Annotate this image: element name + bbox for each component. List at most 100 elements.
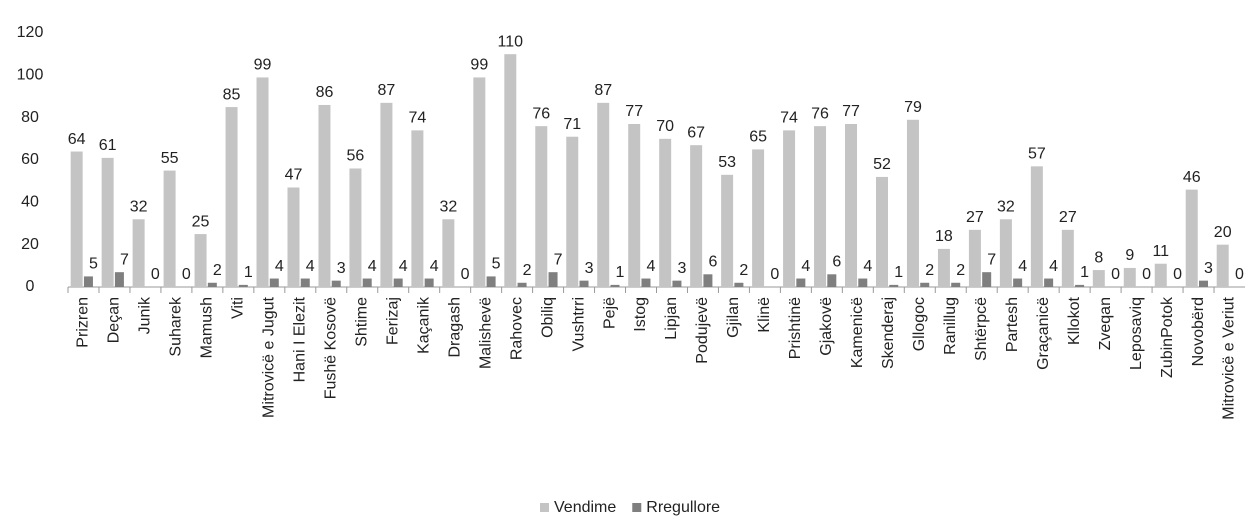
- bar: [875, 176, 888, 287]
- data-label: 67: [687, 124, 705, 141]
- bar: [287, 187, 300, 287]
- bar: [579, 280, 589, 287]
- data-label: 79: [904, 99, 922, 116]
- bar: [225, 107, 238, 287]
- bar: [1154, 263, 1167, 287]
- data-label: 0: [1173, 266, 1182, 283]
- x-tick-label: Kllokot: [1066, 296, 1083, 345]
- data-label: 2: [213, 262, 222, 279]
- bar: [194, 234, 207, 287]
- legend-label: Vendime: [554, 499, 616, 516]
- data-label: 4: [399, 258, 408, 275]
- bar: [1216, 244, 1229, 287]
- x-tick-label: Ranillug: [942, 297, 959, 355]
- data-label: 61: [99, 137, 117, 154]
- bar: [504, 54, 517, 287]
- bar: [256, 77, 269, 287]
- data-label: 9: [1125, 247, 1134, 264]
- y-tick-label: 20: [21, 236, 39, 253]
- bar: [1198, 280, 1208, 287]
- bar: [1013, 278, 1023, 287]
- bar: [331, 280, 341, 287]
- x-tick-label: Graçanicë: [1035, 297, 1052, 370]
- data-label: 3: [585, 260, 594, 277]
- bar: [796, 278, 806, 287]
- bar: [752, 149, 765, 287]
- data-label: 5: [492, 256, 501, 273]
- bar: [473, 77, 486, 287]
- x-tick-label: Istog: [632, 297, 649, 332]
- data-label: 86: [316, 84, 334, 101]
- bar: [548, 272, 558, 287]
- data-label: 47: [285, 167, 303, 184]
- x-tick-label: ZubinPotok: [1159, 296, 1176, 378]
- bar: [380, 102, 393, 287]
- data-label: 0: [1111, 266, 1120, 283]
- bar: [999, 219, 1012, 287]
- data-label: 0: [770, 266, 779, 283]
- bar: [349, 168, 362, 287]
- data-label: 18: [935, 228, 953, 245]
- data-label: 2: [956, 262, 965, 279]
- bar: [442, 219, 455, 287]
- bar: [659, 138, 672, 287]
- data-label: 2: [925, 262, 934, 279]
- data-label: 3: [1204, 260, 1213, 277]
- bar: [597, 102, 610, 287]
- data-label: 4: [647, 258, 656, 275]
- data-label: 87: [378, 82, 396, 99]
- bar: [1061, 229, 1074, 287]
- x-tick-label: Gjakovë: [818, 297, 835, 356]
- bar: [1185, 189, 1198, 287]
- y-tick-label: 120: [17, 24, 44, 41]
- bar: [300, 278, 310, 287]
- data-label: 56: [347, 148, 365, 165]
- y-tick-label: 60: [21, 151, 39, 168]
- y-tick-label: 100: [17, 67, 44, 84]
- bar: [238, 284, 248, 287]
- bar: [982, 272, 992, 287]
- x-tick-label: Fushë Kosovë: [322, 297, 339, 399]
- data-label: 6: [708, 254, 717, 271]
- data-label: 2: [523, 262, 532, 279]
- data-label: 27: [966, 209, 984, 226]
- x-tick-label: Leposaviq: [1128, 297, 1145, 370]
- data-label: 4: [306, 258, 315, 275]
- data-label: 3: [337, 260, 346, 277]
- data-label: 4: [1018, 258, 1027, 275]
- data-label: 65: [749, 129, 767, 146]
- data-label: 99: [470, 57, 488, 74]
- x-tick-label: Gllogoc: [911, 297, 928, 351]
- bar: [827, 274, 837, 287]
- x-tick-label: Prizren: [75, 297, 92, 348]
- bar: [517, 282, 527, 287]
- x-tick-label: Kaçanik: [415, 296, 432, 354]
- data-label: 4: [275, 258, 284, 275]
- bar: [1092, 270, 1105, 287]
- x-tick-label: Shtërpcë: [973, 297, 990, 361]
- bar: [783, 130, 796, 287]
- bar: [1123, 267, 1136, 287]
- x-tick-label: Shtime: [353, 297, 370, 347]
- data-label: 4: [863, 258, 872, 275]
- x-tick-label: Zveqan: [1097, 297, 1114, 350]
- legend-swatch: [632, 503, 642, 512]
- data-label: 4: [1049, 258, 1058, 275]
- y-tick-label: 40: [21, 194, 39, 211]
- data-label: 71: [563, 116, 581, 133]
- bar: [906, 119, 919, 288]
- bar: [207, 282, 217, 287]
- bar: [1075, 284, 1085, 287]
- data-label: 8: [1094, 249, 1103, 266]
- y-tick-label: 80: [21, 109, 39, 126]
- data-label: 55: [161, 150, 179, 167]
- bar: [968, 229, 981, 287]
- bar: [393, 278, 403, 287]
- bar: [424, 278, 434, 287]
- data-label: 4: [430, 258, 439, 275]
- data-label: 77: [842, 103, 860, 120]
- bar: [845, 124, 858, 288]
- data-label: 76: [532, 105, 550, 122]
- data-label: 0: [1142, 266, 1151, 283]
- bar: [703, 274, 713, 287]
